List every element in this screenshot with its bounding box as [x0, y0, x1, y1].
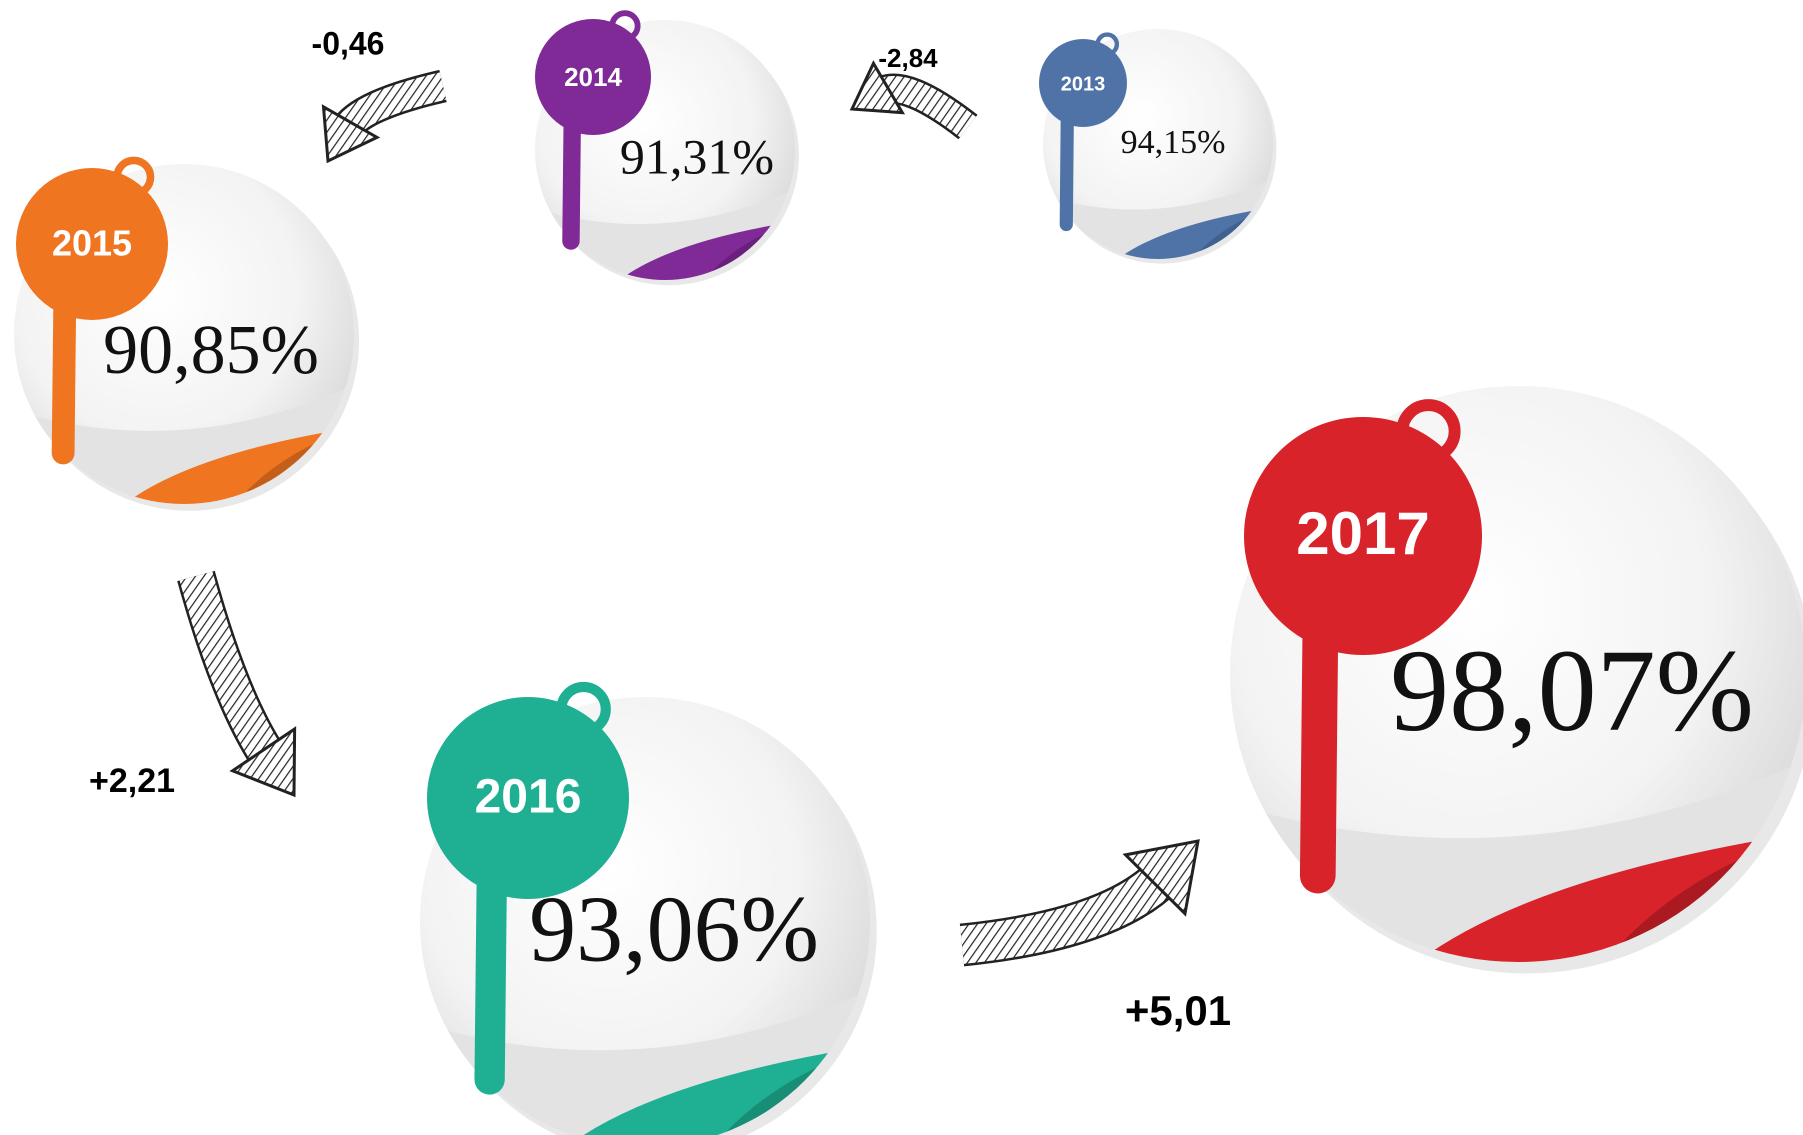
arrow — [323, 86, 443, 161]
arrow-shaft — [962, 876, 1164, 945]
infographic: -2,84 -0,46 +2,21 +5,01 2013 94,15% 2014 91,31%… — [0, 0, 1803, 1135]
year-label: 2015 — [52, 223, 132, 264]
page: {"nodes": [ {"year": "2013", "value": "9… — [0, 0, 1803, 1135]
value-label: 98,07% — [1390, 625, 1754, 756]
change-label: +5,01 — [1125, 987, 1231, 1034]
year-bubble: 2016 93,06% — [420, 687, 877, 1135]
value-label: 91,31% — [620, 128, 774, 184]
year-label: 2014 — [564, 62, 622, 92]
change-label: -2,84 — [878, 43, 938, 73]
value-label: 90,85% — [103, 312, 319, 389]
arrow — [962, 841, 1198, 945]
year-bubble: 2014 91,31% — [535, 13, 799, 285]
year-label: 2017 — [1296, 500, 1429, 567]
year-bubble: 2015 90,85% — [14, 160, 359, 510]
year-label: 2013 — [1061, 73, 1106, 95]
year-bubble: 2017 98,07% — [1230, 386, 1803, 974]
value-label: 93,06% — [529, 878, 819, 982]
arrow-shaft — [346, 86, 443, 130]
year-bubble: 2013 94,15% — [1039, 29, 1276, 264]
value-label: 94,15% — [1121, 124, 1226, 161]
change-label: +2,21 — [89, 762, 175, 800]
year-label: 2016 — [475, 771, 582, 824]
change-label: -0,46 — [312, 25, 385, 61]
arrow — [196, 576, 295, 795]
